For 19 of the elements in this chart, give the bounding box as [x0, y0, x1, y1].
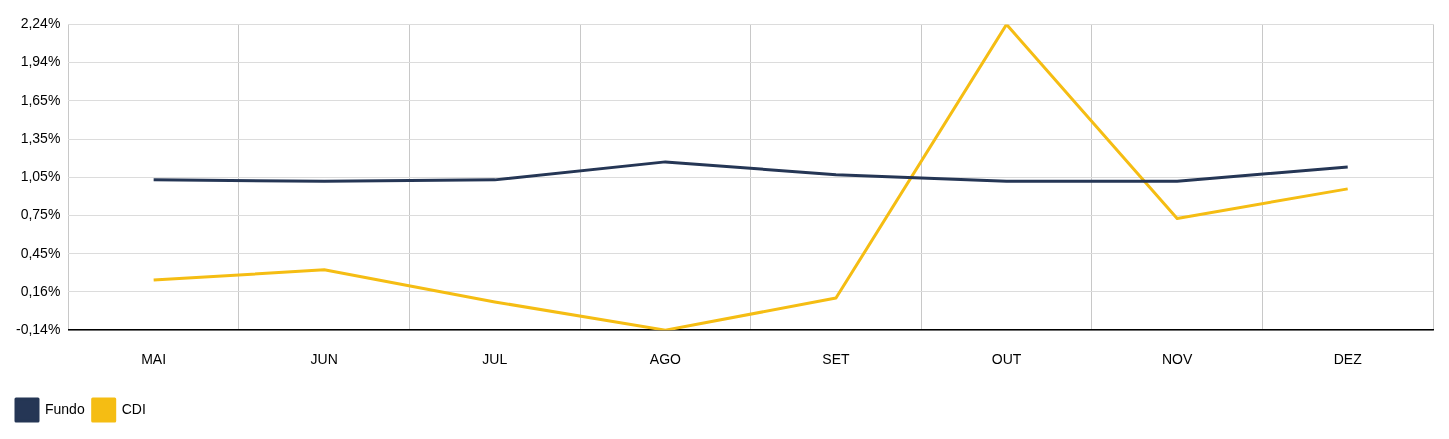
x-tick-label: OUT	[991, 351, 1022, 368]
legend-label: CDI	[121, 400, 146, 417]
x-tick-label: NOV	[1161, 351, 1193, 368]
y-tick-label: -0,14%	[16, 321, 61, 338]
legend-label: Fundo	[45, 400, 85, 417]
y-tick-label: 0,16%	[20, 282, 61, 299]
y-tick-label: 1,35%	[20, 129, 61, 146]
x-tick-label: SET	[822, 351, 851, 368]
y-tick-label: 1,65%	[20, 91, 61, 108]
y-tick-label: 1,05%	[20, 168, 61, 185]
y-tick-label: 1,94%	[20, 53, 61, 70]
x-tick-label: JUN	[310, 351, 338, 368]
y-tick-label: 2,24%	[20, 15, 61, 32]
x-tick-label: JUL	[482, 351, 508, 368]
y-tick-label: 0,75%	[20, 206, 61, 223]
x-tick-label: MAI	[141, 351, 167, 368]
y-tick-label: 0,45%	[20, 244, 61, 261]
x-tick-label: AGO	[649, 351, 682, 368]
x-tick-label: DEZ	[1333, 351, 1363, 368]
